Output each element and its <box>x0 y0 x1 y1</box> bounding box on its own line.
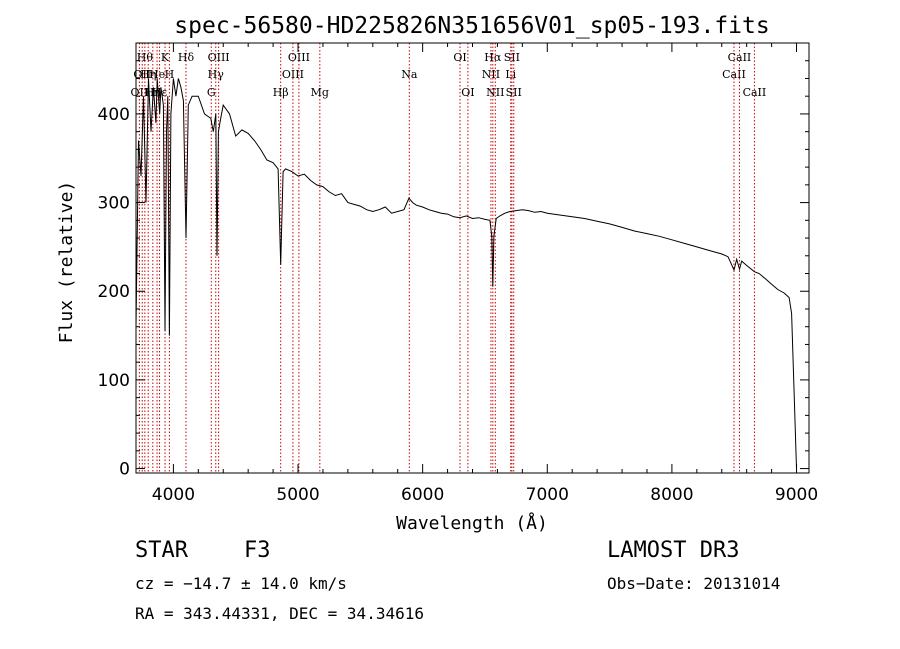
marker-label-14: OIII <box>282 68 304 81</box>
x-tick-label-4: 8000 <box>650 485 693 505</box>
x-tick-label-2: 6000 <box>401 485 444 505</box>
chart-title: spec-56580-HD225826N351656V01_sp05-193.f… <box>174 13 769 39</box>
marker-label-1: OII <box>133 68 151 81</box>
line-markers: OIIOIIHθHηHηHeHεKHHδGHγOIIIHβOIIIOIIIMgN… <box>131 43 767 473</box>
marker-label-5: He <box>149 68 165 81</box>
marker-label-13: Hβ <box>273 86 289 99</box>
y-tick-label-2: 200 <box>98 282 130 302</box>
subclass: F3 <box>244 538 271 563</box>
plot-frame <box>135 42 810 474</box>
marker-label-25: SII <box>506 86 522 99</box>
marker-label-16: Mg <box>311 86 329 99</box>
marker-label-23: Li <box>505 68 516 81</box>
marker-label-3: Hη <box>140 68 156 81</box>
x-axis-label: Wavelength (Å) <box>396 512 548 534</box>
marker-label-26: CaII <box>722 68 746 81</box>
marker-label-27: CaII <box>728 51 752 64</box>
marker-label-24: SII <box>504 51 520 64</box>
obs-date: Obs−Date: 20131014 <box>607 574 781 593</box>
y-axis-label: Flux (relative) <box>56 181 77 344</box>
x-tick-label-3: 7000 <box>526 485 569 505</box>
redshift-line: cz = −14.7 ± 14.0 km/s <box>135 574 347 593</box>
marker-label-10: G <box>207 86 216 99</box>
marker-label-6: Hε <box>152 86 168 99</box>
marker-label-18: OI <box>453 51 466 64</box>
x-tick-label-1: 5000 <box>276 485 319 505</box>
y-tick-label-0: 0 <box>119 460 130 480</box>
series-layer <box>135 78 797 469</box>
y-tick-label-3: 300 <box>98 194 130 214</box>
marker-label-20: NII <box>482 68 500 81</box>
marker-label-2: Hθ <box>137 51 154 64</box>
survey-name: LAMOST DR3 <box>607 538 740 563</box>
marker-label-21: Hα <box>484 51 502 64</box>
y-tick-label-1: 100 <box>98 371 130 391</box>
x-tick-label-5: 9000 <box>775 485 818 505</box>
coordinates: RA = 343.44331, DEC = 34.34616 <box>135 604 424 623</box>
marker-label-15: OIII <box>288 51 310 64</box>
marker-label-11: Hγ <box>208 68 225 81</box>
marker-label-9: Hδ <box>178 51 195 64</box>
marker-label-28: CaII <box>743 86 767 99</box>
object-class: STAR <box>135 538 188 563</box>
marker-label-0: OII <box>131 86 149 99</box>
marker-label-8: H <box>165 68 175 81</box>
y-tick-label-4: 400 <box>98 105 130 125</box>
marker-label-12: OIII <box>208 51 230 64</box>
spectrum-series-0 <box>135 78 797 469</box>
axes-layer: 4000 5000 6000 7000 8000 9000 0 100 200 300 400 <box>98 43 818 505</box>
marker-label-19: OI <box>461 86 474 99</box>
marker-label-7: K <box>161 51 170 64</box>
marker-label-22: NII <box>486 86 504 99</box>
x-tick-label-0: 4000 <box>152 485 195 505</box>
marker-label-17: Na <box>401 68 418 81</box>
